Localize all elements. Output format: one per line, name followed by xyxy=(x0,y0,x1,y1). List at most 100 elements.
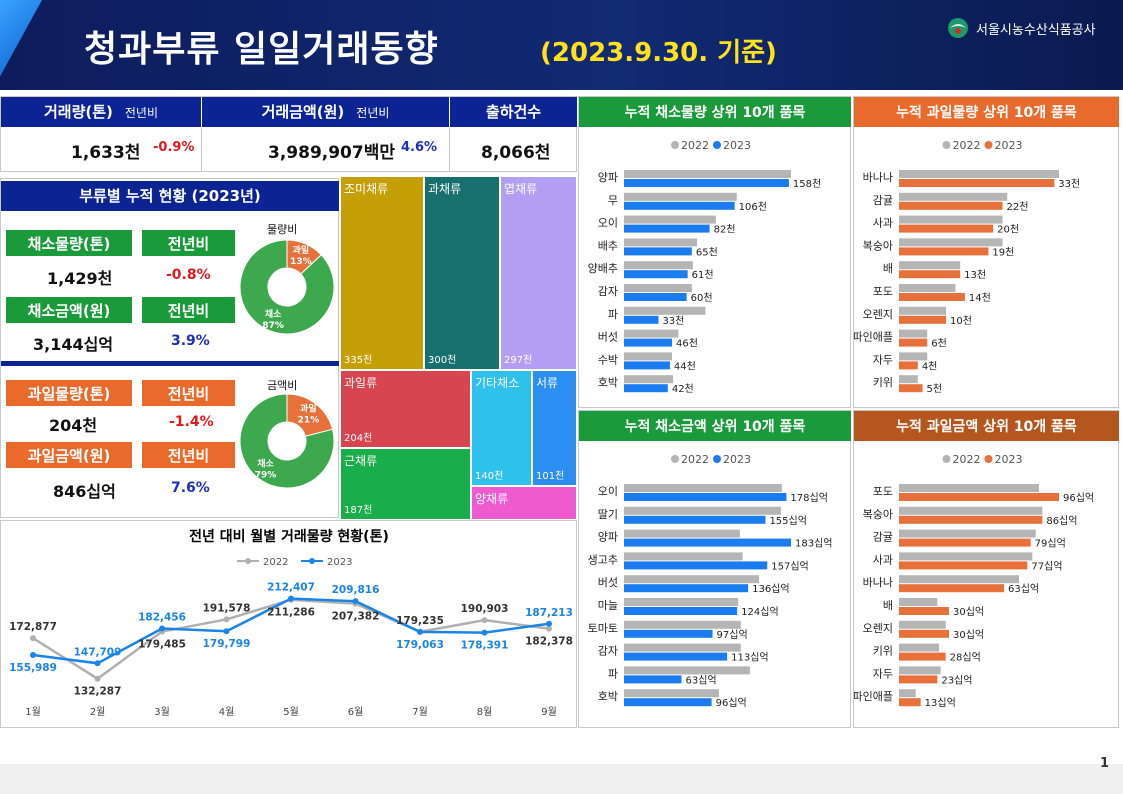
fruit-amount-panel: 누적 과일금액 상위 10개 품목 2022 2023 포도 96십억 복숭아 86십억 감귤… xyxy=(853,410,1119,728)
legend-label: 2022 xyxy=(953,139,981,152)
bar-2022 xyxy=(624,575,760,584)
org-brand: 서울시농수산식품공사 xyxy=(946,16,1096,40)
bar-2022 xyxy=(624,329,679,338)
bar-2023 xyxy=(624,584,749,593)
bar-2023 xyxy=(899,652,946,661)
bar-2022 xyxy=(899,306,947,315)
bar-value-label: 77십억 xyxy=(1031,560,1062,572)
line-point xyxy=(159,625,165,632)
bar-2022 xyxy=(624,620,741,629)
bar-value-label: 97십억 xyxy=(717,629,748,641)
bar-category-label: 파 xyxy=(608,308,618,321)
donut-category-label: 채소 xyxy=(257,458,274,470)
legend-marker xyxy=(309,558,315,564)
bar-value-label: 183십억 xyxy=(795,538,833,550)
line-label-2022: 191,578 xyxy=(203,602,251,614)
bar-category-label: 자두 xyxy=(873,353,893,366)
bar-category-label: 파 xyxy=(608,667,618,680)
bar-category-label: 호박 xyxy=(598,376,618,389)
line-point xyxy=(546,625,552,632)
kpi-amount-header: 거래금액(원) 전년비 xyxy=(202,97,449,127)
bar-2023 xyxy=(899,179,1055,187)
treemap-cell-기타채소: 기타채소 140천 xyxy=(471,370,532,486)
treemap-value: 300천 xyxy=(428,355,457,366)
line-point xyxy=(352,598,359,605)
treemap-cell-과일류: 과일류 204천 xyxy=(340,370,471,448)
bar-2022 xyxy=(899,352,928,361)
bar-value-label: 96십억 xyxy=(716,697,747,709)
bar-2022 xyxy=(624,552,743,561)
donut-value-label: 21% xyxy=(298,415,320,425)
line-point xyxy=(223,628,230,635)
line-label-2023: 212,407 xyxy=(267,582,315,594)
bar-2023 xyxy=(899,584,1004,593)
treemap-label: 엽채류 xyxy=(504,182,538,196)
bar-category-label: 오렌지 xyxy=(863,308,893,321)
kpi-volume-value: 1,633천 xyxy=(71,143,141,163)
veg-amount-label: 채소금액(원) xyxy=(5,296,133,324)
line-label-2023: 187,213 xyxy=(525,607,573,619)
legend-marker xyxy=(713,455,721,463)
bar-category-label: 호박 xyxy=(598,690,618,703)
line-label-2022: 179,235 xyxy=(396,615,444,627)
treemap-cell-서류: 서류 101천 xyxy=(532,370,577,486)
legend-label: 2022 xyxy=(681,453,709,466)
bar-value-label: 42천 xyxy=(672,383,694,395)
kpi-amount-value: 3,989,907백만 xyxy=(268,143,395,163)
bar-category-label: 오이 xyxy=(598,217,618,230)
kpi-amount-yoy: 4.6% xyxy=(401,140,438,155)
donut-category-label: 과일 xyxy=(293,244,310,256)
bar-value-label: 46천 xyxy=(676,338,698,350)
bar-chart-header xyxy=(854,411,1119,441)
bar-2022 xyxy=(624,284,692,292)
bar-value-label: 30십억 xyxy=(953,606,984,618)
bar-2022 xyxy=(899,575,1019,584)
x-tick-label: 6월 xyxy=(348,706,364,718)
line-chart-panel: 전년 대비 월별 거래물량 현황(톤) 2022 2023 172,877 155,98… xyxy=(0,520,577,728)
donut-value-label: 87% xyxy=(262,321,284,331)
line-label-2022: 190,903 xyxy=(461,603,509,615)
veg-volume-panel: 누적 채소물량 상위 10개 품목 2022 2023 양파 158천 무 106천 오이 82… xyxy=(578,96,851,408)
treemap-value: 335천 xyxy=(344,355,373,366)
donut-amount-title: 금액비 xyxy=(267,379,298,392)
org-logo-icon xyxy=(948,18,968,38)
bar-category-label: 딸기 xyxy=(598,508,618,521)
bar-value-label: 60천 xyxy=(691,292,713,304)
line-label-2023: 155,989 xyxy=(9,662,57,674)
bar-category-label: 사과 xyxy=(873,217,893,230)
bar-2022 xyxy=(899,689,916,698)
treemap-label: 서류 xyxy=(536,376,559,390)
bar-value-label: 20천 xyxy=(997,224,1019,236)
bar-value-label: 82천 xyxy=(714,224,736,236)
bar-2023 xyxy=(899,361,918,370)
treemap-value: 140천 xyxy=(475,471,504,482)
treemap-label: 조미채류 xyxy=(344,182,389,196)
bar-2022 xyxy=(624,506,781,515)
bar-2023 xyxy=(624,384,668,393)
legend-label: 2023 xyxy=(723,453,751,466)
bar-2023 xyxy=(899,515,1043,524)
fruit-amount-label: 과일금액(원) xyxy=(5,441,133,469)
bar-2022 xyxy=(624,689,719,698)
bar-2022 xyxy=(899,329,928,338)
bar-value-label: 44천 xyxy=(674,360,696,372)
treemap-cell-양채류: 양채류 xyxy=(471,486,577,520)
line-point xyxy=(94,675,101,682)
fruit-volume-value: 204천 xyxy=(49,416,98,435)
legend-marker xyxy=(984,455,993,463)
bar-category-label: 배 xyxy=(883,599,893,612)
veg-amount-value: 3,144십억 xyxy=(33,335,114,354)
bar-2022 xyxy=(899,284,956,292)
header-decoration xyxy=(0,0,42,77)
bar-value-label: 14천 xyxy=(969,292,991,304)
header-banner: 청과부류 일일거래동향 (2023.9.30. 기준) 서울시농수산식품공사 xyxy=(0,0,1123,90)
bar-category-label: 자두 xyxy=(873,667,893,680)
line-point xyxy=(94,660,101,667)
fruit-amount-yoy: 7.6% xyxy=(171,480,210,496)
bar-category-label: 버섯 xyxy=(598,576,618,589)
kpi-divider xyxy=(449,127,450,172)
bar-2023 xyxy=(899,629,949,638)
bar-category-label: 포도 xyxy=(873,285,893,298)
